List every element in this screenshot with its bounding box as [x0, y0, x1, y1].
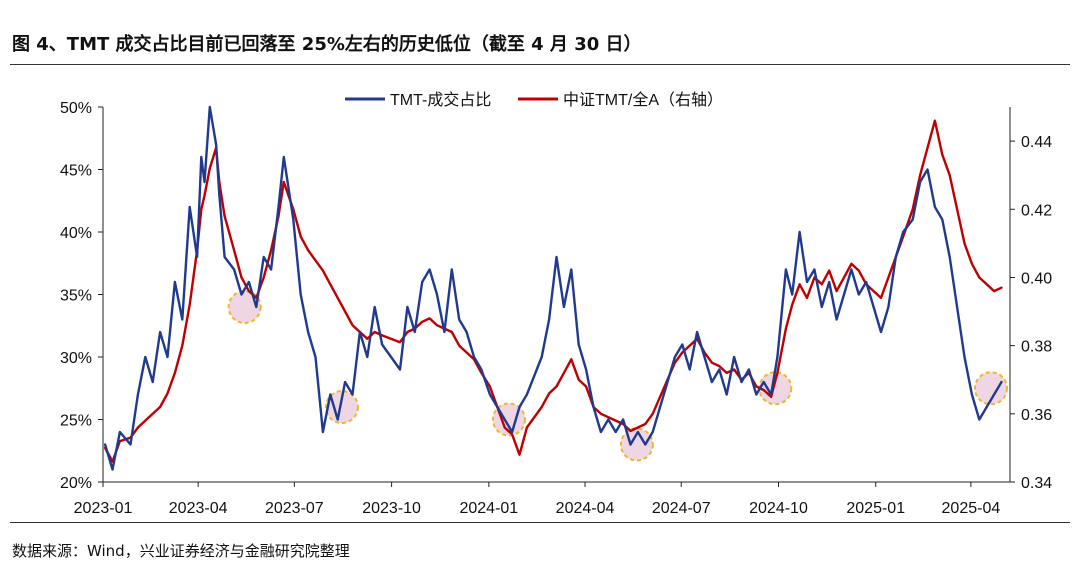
highlight-markers: [227, 290, 1008, 462]
y-left-tick-label: 50%: [60, 100, 92, 117]
x-tick-label: 2024-07: [652, 500, 711, 517]
x-tick-label: 2024-10: [749, 500, 808, 517]
x-tick-label: 2024-01: [459, 500, 518, 517]
y-right-tick-label: 0.34: [1021, 475, 1052, 492]
title-divider: [10, 64, 1070, 65]
y-left-tick-label: 25%: [60, 413, 92, 430]
x-tick-label: 2025-01: [846, 500, 905, 517]
y-right-tick-label: 0.42: [1021, 202, 1052, 219]
y-left-tick-label: 45%: [60, 163, 92, 180]
series-lines: [103, 105, 1003, 471]
y-right-tick-label: 0.38: [1021, 339, 1052, 356]
x-tick-label: 2023-04: [169, 500, 228, 517]
y-left-tick-label: 20%: [60, 475, 92, 492]
y-right-tick-label: 0.40: [1021, 270, 1052, 287]
y-left-tick-label: 30%: [60, 350, 92, 367]
source-note: 数据来源：Wind，兴业证券经济与金融研究院整理: [12, 542, 350, 560]
low-point-highlight: [973, 371, 1008, 406]
y-left-tick-label: 35%: [60, 288, 92, 305]
x-tick-label: 2023-07: [265, 500, 324, 517]
y-right-tick-label: 0.36: [1021, 407, 1052, 424]
x-tick-label: 2023-10: [362, 500, 421, 517]
y-right-tick-label: 0.44: [1021, 134, 1052, 151]
series-line-tmt-ratio: [103, 119, 1003, 463]
series-line-tmt-share: [103, 105, 1003, 471]
legend-label: TMT-成交占比: [390, 91, 491, 109]
y-left-tick-label: 40%: [60, 225, 92, 242]
low-point-highlight: [324, 390, 359, 424]
footer-divider: [10, 522, 1070, 523]
legend: TMT-成交占比 中证TMT/全A（右轴）: [345, 91, 723, 109]
line-chart: 20% 25% 30% 35% 40% 45% 50% 0.34 0.36 0.38 0.40 0.4…: [60, 91, 1052, 517]
legend-label: 中证TMT/全A（右轴）: [563, 91, 723, 109]
x-tick-label: 2025-04: [942, 500, 1001, 517]
figure-title: 图 4、TMT 成交占比目前已回落至 25%左右的历史低位（截至 4 月 30 …: [12, 34, 642, 55]
x-tick-label: 2023-01: [74, 500, 133, 517]
chart-axes: 20% 25% 30% 35% 40% 45% 50% 0.34 0.36 0.38 0.40 0.4…: [60, 100, 1052, 517]
x-tick-label: 2024-04: [556, 500, 615, 517]
low-point-highlight: [227, 290, 262, 324]
